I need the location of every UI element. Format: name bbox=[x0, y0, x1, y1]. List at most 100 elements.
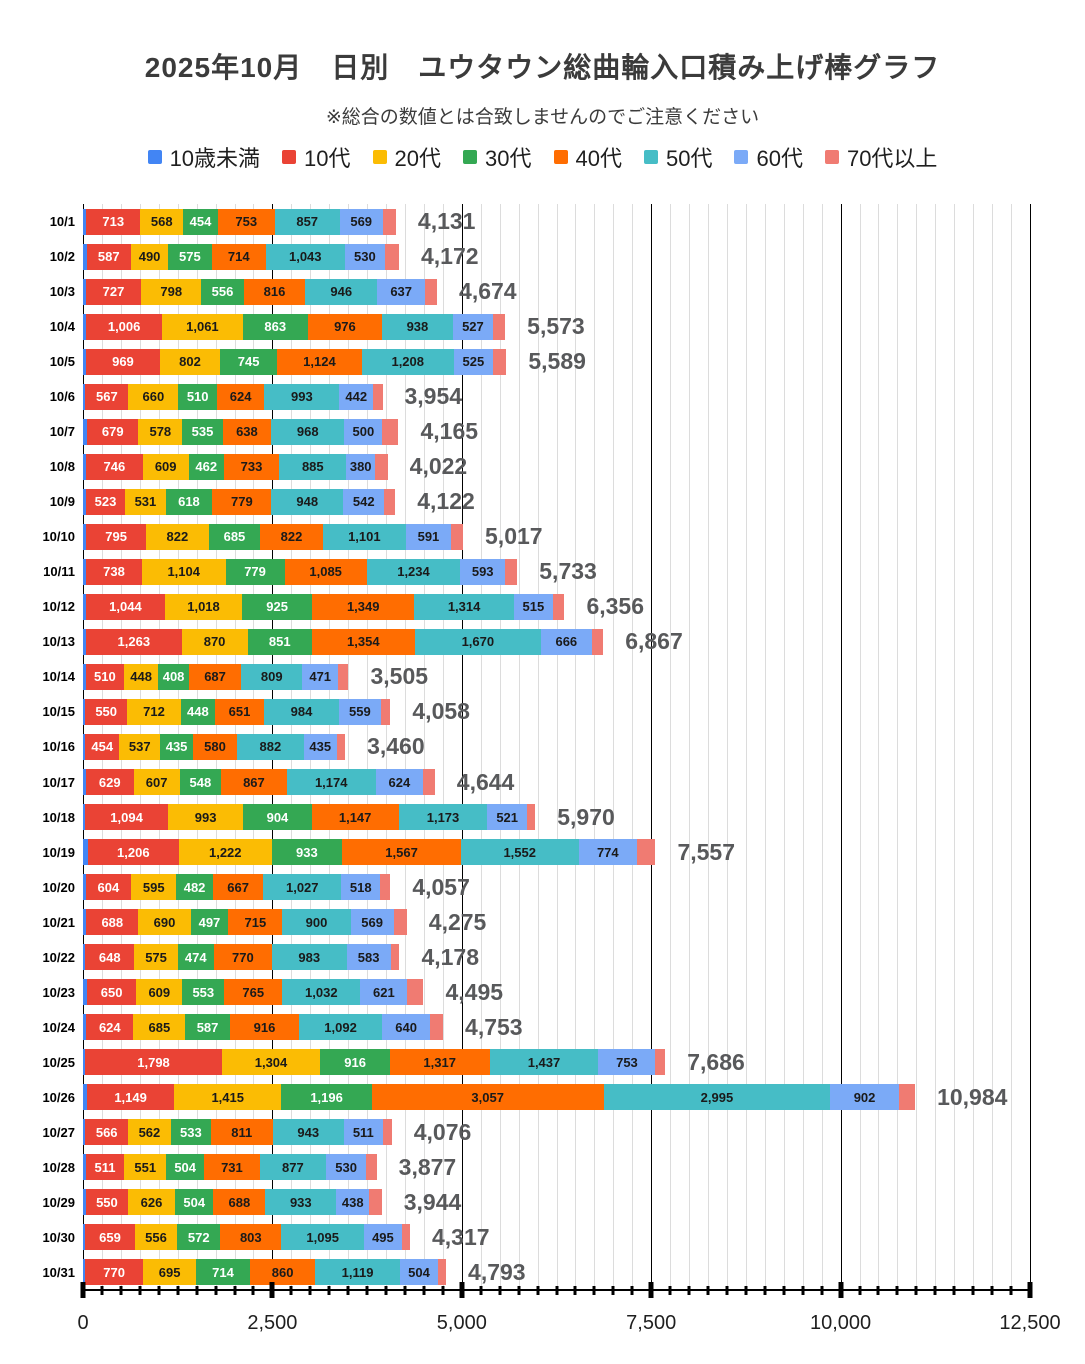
total-label: 5,733 bbox=[539, 558, 597, 585]
bar-segment-20代: 537 bbox=[119, 733, 161, 760]
bar-row: 10/25 1,798 1,304 916 1,317 1,437 753 7,686 bbox=[0, 1045, 1085, 1080]
bar-segment-10代: 567 bbox=[85, 383, 129, 410]
bar-row: 10/14 510 448 408 687 809 471 3,505 bbox=[0, 659, 1085, 694]
bar-segment-60代: 515 bbox=[513, 593, 553, 620]
bar-segment-50代: 1,437 bbox=[489, 1049, 599, 1076]
legend-item: 20代 bbox=[372, 141, 441, 173]
bar-row: 10/24 624 685 587 916 1,092 640 4,753 bbox=[0, 1010, 1085, 1045]
bar-segment-10代: 550 bbox=[85, 698, 127, 725]
axis-tick bbox=[251, 1286, 255, 1295]
gridline bbox=[708, 204, 710, 1290]
bar-segment-10代: 969 bbox=[86, 348, 160, 375]
bar-segment-20代: 1,222 bbox=[178, 839, 272, 866]
bar-segment-40代: 976 bbox=[307, 313, 382, 340]
bar-segment-60代: 640 bbox=[381, 1014, 431, 1041]
bar-segment-20代: 993 bbox=[167, 804, 244, 831]
date-label: 10/11 bbox=[43, 564, 75, 580]
gridline bbox=[689, 204, 691, 1290]
bar-segment-10代: 738 bbox=[86, 558, 142, 585]
bar-segment-70代以上 bbox=[425, 278, 438, 305]
gridline bbox=[423, 204, 425, 1290]
bar-segment-40代: 733 bbox=[223, 453, 280, 480]
bar-track: 604 595 482 667 1,027 518 4,057 bbox=[83, 874, 1030, 901]
bar-segment-50代: 938 bbox=[381, 313, 453, 340]
bar-segment-20代: 1,018 bbox=[164, 593, 243, 620]
bar-segment-20代: 609 bbox=[142, 453, 189, 480]
bar-segment-60代: 666 bbox=[541, 628, 592, 655]
gridline bbox=[367, 204, 369, 1290]
total-label: 4,131 bbox=[417, 208, 476, 234]
total-label: 4,317 bbox=[432, 1223, 490, 1250]
bar-segment-40代: 1,147 bbox=[311, 804, 399, 831]
date-label: 10/9 bbox=[49, 494, 75, 510]
x-tick-label: 7,500 bbox=[626, 1312, 677, 1334]
date-label: 10/4 bbox=[49, 319, 75, 335]
bar-segment-10歳未満 bbox=[83, 243, 87, 270]
bar-segment-60代: 380 bbox=[346, 453, 376, 480]
legend: 10歳未満 10代 20代 30代 40代 50代 60代 70代以上 bbox=[0, 141, 1085, 173]
bar-segment-70代以上 bbox=[369, 1189, 382, 1216]
gridline bbox=[613, 204, 615, 1290]
bar-segment-30代: 462 bbox=[188, 453, 224, 480]
bar-segment-20代: 822 bbox=[146, 523, 209, 550]
bar-segment-10代: 510 bbox=[85, 663, 125, 690]
date-label: 10/8 bbox=[49, 459, 75, 475]
axis-tick bbox=[80, 1282, 86, 1298]
date-label: 10/14 bbox=[42, 669, 75, 685]
bar-segment-40代: 688 bbox=[213, 1189, 266, 1216]
bar-segment-20代: 607 bbox=[133, 769, 180, 795]
total-label: 4,022 bbox=[409, 453, 468, 480]
total-label: 3,944 bbox=[403, 1188, 462, 1215]
bar-segment-30代: 1,196 bbox=[281, 1084, 372, 1111]
x-tick-label: 10,000 bbox=[810, 1312, 872, 1334]
axis-tick bbox=[422, 1286, 426, 1295]
bar-segment-40代: 687 bbox=[189, 663, 242, 690]
bar-segment-10代: 1,044 bbox=[85, 593, 165, 620]
legend-swatch-icon bbox=[372, 150, 387, 164]
bar-segment-40代: 803 bbox=[220, 1224, 282, 1251]
bar-segment-70代以上 bbox=[401, 1224, 410, 1251]
bar-segment-10代: 511 bbox=[85, 1154, 125, 1181]
legend-item: 70代以上 bbox=[824, 141, 937, 173]
axis-tick bbox=[1027, 1282, 1033, 1298]
total-label: 7,686 bbox=[687, 1048, 745, 1075]
bar-segment-20代: 568 bbox=[140, 208, 184, 235]
bar-segment-10代: 629 bbox=[85, 769, 134, 795]
gridline bbox=[916, 204, 918, 1290]
date-label: 10/16 bbox=[42, 739, 75, 755]
bar-row: 10/29 550 626 504 688 933 438 3,944 bbox=[0, 1185, 1085, 1220]
bar-row: 10/2 587 490 575 714 1,043 530 4,172 bbox=[0, 239, 1085, 274]
bar-segment-20代: 575 bbox=[134, 944, 178, 971]
total-label: 10,984 bbox=[937, 1083, 1008, 1110]
gridline bbox=[632, 204, 634, 1290]
bar-segment-40代: 1,354 bbox=[312, 628, 415, 655]
bar-segment-30代: 535 bbox=[182, 418, 223, 445]
gridline bbox=[670, 204, 672, 1290]
bar-track: 454 537 435 580 882 435 3,460 bbox=[83, 733, 1030, 760]
bar-segment-20代: 695 bbox=[143, 1259, 196, 1286]
bar-segment-20代: 1,104 bbox=[141, 558, 226, 585]
legend-item: 10歳未満 bbox=[147, 141, 260, 173]
bar-segment-10代: 1,798 bbox=[85, 1049, 222, 1076]
bar-segment-60代: 583 bbox=[346, 944, 391, 971]
bar-segment-10代: 650 bbox=[87, 979, 137, 1006]
bar-segment-70代以上 bbox=[382, 418, 399, 445]
gridline bbox=[480, 204, 482, 1290]
stacked-bar-chart: 10/1 713 568 454 753 857 569 4,131 10/2 587 490 575… bbox=[0, 204, 1085, 1364]
bar-row: 10/15 550 712 448 651 984 559 4,058 bbox=[0, 694, 1085, 729]
bar-segment-60代: 442 bbox=[339, 383, 373, 410]
total-label: 6,356 bbox=[586, 593, 645, 620]
axis-tick bbox=[706, 1286, 710, 1295]
bar-segment-60代: 569 bbox=[339, 208, 383, 235]
bar-segment-50代: 1,027 bbox=[263, 874, 342, 901]
gridline bbox=[386, 204, 388, 1290]
bar-segment-20代: 798 bbox=[141, 278, 202, 305]
legend-item: 10代 bbox=[282, 141, 351, 173]
bar-segment-70代以上 bbox=[493, 348, 507, 375]
bar-segment-60代: 500 bbox=[344, 418, 383, 445]
bar-segment-50代: 1,552 bbox=[460, 839, 579, 866]
bar-segment-50代: 1,095 bbox=[281, 1224, 365, 1251]
bar-segment-40代: 770 bbox=[213, 944, 273, 971]
bar-segment-40代: 1,085 bbox=[284, 558, 367, 585]
bar-segment-60代: 637 bbox=[377, 278, 426, 305]
